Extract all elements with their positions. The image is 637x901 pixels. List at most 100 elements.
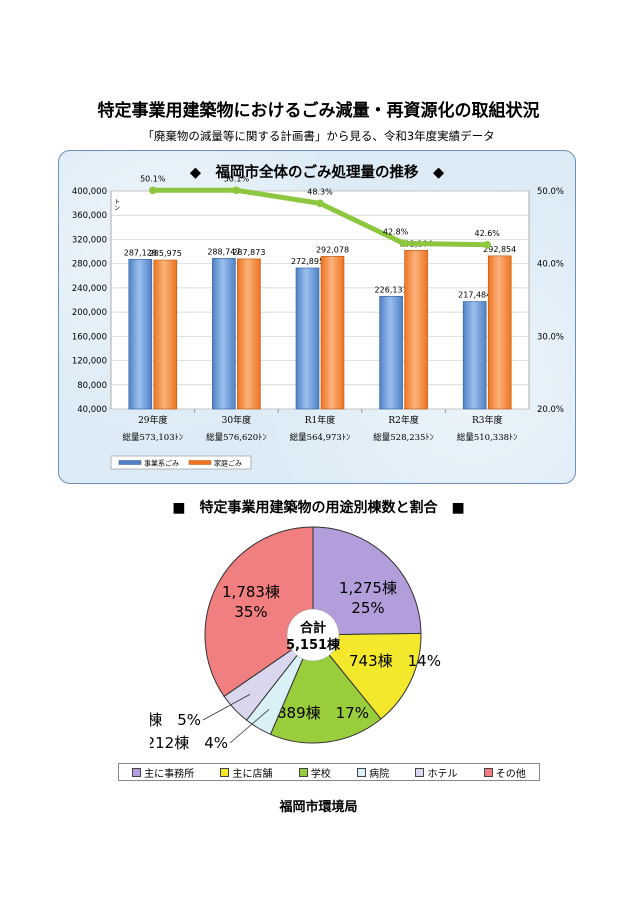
bar-data-label: 272,895 bbox=[291, 257, 324, 266]
bar-chart: 40,000 80,000 120,000 160,000 200,000 240,000… bbox=[72, 174, 564, 470]
bar-household bbox=[237, 258, 261, 410]
ratio-label: 50.1% bbox=[224, 174, 250, 183]
ratio-label: 50.1% bbox=[140, 174, 166, 183]
pie-legend-swatch bbox=[357, 767, 367, 777]
bar-data-label: 226,131 bbox=[375, 285, 408, 294]
bar-data-label: 285,975 bbox=[149, 249, 182, 258]
pie-legend-swatch bbox=[132, 767, 142, 777]
ratio-label: 42.8% bbox=[383, 227, 409, 236]
y2-tick-label: 20.0% bbox=[537, 405, 564, 415]
pie-slice-label: 889棟 17% bbox=[277, 704, 369, 722]
ratio-point bbox=[232, 186, 241, 195]
legend-label: 家庭ごみ bbox=[214, 459, 242, 468]
y-tick-label: 320,000 bbox=[72, 235, 107, 245]
pie-slice-0 bbox=[312, 526, 422, 636]
bar-data-label: 217,484 bbox=[458, 291, 491, 300]
ratio-point bbox=[399, 239, 408, 248]
bar-household bbox=[487, 255, 512, 410]
bar-data-label: 292,078 bbox=[316, 245, 349, 254]
pie-section-title: ■ 特定事業用建築物の用途別棟数と割合 ■ bbox=[172, 500, 465, 516]
ratio-label: 48.3% bbox=[307, 187, 333, 196]
pie-leader-line bbox=[202, 693, 251, 721]
y-tick-label: 280,000 bbox=[72, 260, 107, 270]
bar-legend-box bbox=[110, 455, 252, 470]
legend-swatch-business bbox=[118, 460, 142, 465]
ratio-point bbox=[316, 199, 324, 208]
y-tick-label: 120,000 bbox=[72, 357, 107, 367]
x-category-label: R1年度 bbox=[305, 414, 336, 426]
pie-legend-item: その他 bbox=[483, 765, 526, 780]
legend-swatch-household bbox=[188, 460, 212, 465]
pie-slice-label: 743棟 14% bbox=[349, 652, 441, 670]
y-tick-label: 240,000 bbox=[72, 284, 107, 294]
x-category-total: 総量573,103ﾄﾝ bbox=[122, 432, 183, 443]
bar-data-label: 287,128 bbox=[124, 248, 157, 257]
pie-legend-swatch bbox=[483, 767, 493, 777]
pie-center-circle bbox=[286, 608, 340, 662]
pie-slice-1 bbox=[311, 632, 422, 720]
pie-slice-5 bbox=[204, 526, 314, 698]
bar-household bbox=[320, 256, 345, 410]
bar-business bbox=[295, 267, 320, 410]
pie-slice-label: 212棟 4% bbox=[150, 734, 228, 752]
y2-tick-label: 30.0% bbox=[537, 332, 564, 342]
pie-slice-label: 1,783棟 35% bbox=[222, 583, 280, 621]
x-category-total: 総量576,620ﾄﾝ bbox=[206, 432, 267, 443]
x-category-total: 総量528,235ﾄﾝ bbox=[373, 432, 434, 443]
pie-legend-item: ホテル bbox=[415, 765, 457, 780]
x-category-label: R3年度 bbox=[472, 414, 503, 426]
pie-slice-label: 1,275棟 25% bbox=[339, 579, 397, 617]
pie-legend-label: 病院 bbox=[369, 768, 390, 780]
plot-area bbox=[110, 190, 530, 410]
x-category-total: 総量510,338ﾄﾝ bbox=[457, 432, 518, 443]
bar-business bbox=[212, 258, 236, 410]
pie-legend-item: 病院 bbox=[357, 765, 389, 780]
bar-data-label: 287,873 bbox=[232, 248, 265, 257]
x-category-label: R2年度 bbox=[388, 414, 419, 426]
bar-business bbox=[462, 301, 487, 410]
ratio-point bbox=[149, 186, 157, 195]
pie-legend-label: ホテル bbox=[427, 768, 458, 780]
pie-legend-item: 主に店舗 bbox=[220, 765, 272, 780]
pie-legend-item: 主に事務所 bbox=[132, 765, 194, 780]
y-tick-label: 160,000 bbox=[72, 332, 107, 342]
bar-chart-title: ◆ 福岡市全体のごみ処理量の推移 ◆ bbox=[189, 164, 445, 181]
bar-data-label: 288,747 bbox=[207, 247, 240, 256]
bar-business bbox=[379, 295, 403, 410]
bar-household bbox=[404, 249, 428, 410]
pie-legend-label: その他 bbox=[495, 768, 526, 780]
bar-business bbox=[128, 259, 153, 410]
x-category-total: 総量564,973ﾄﾝ bbox=[290, 432, 351, 443]
pie-legend-swatch bbox=[220, 767, 230, 777]
x-category-label: 30年度 bbox=[222, 414, 251, 426]
bar-data-label: 292,854 bbox=[483, 245, 516, 254]
bar-household bbox=[153, 259, 178, 410]
y-tick-label: 400,000 bbox=[72, 187, 107, 197]
pie-slice-label: 249棟 5% bbox=[150, 711, 201, 729]
x-category-label: 29年度 bbox=[138, 414, 167, 426]
pie-total-value: 5,151棟 bbox=[286, 637, 341, 653]
y2-tick-label: 50.0% bbox=[537, 187, 564, 197]
y-unit-label: トン bbox=[114, 199, 120, 212]
pie-leader-line bbox=[229, 709, 270, 744]
y2-tick-label: 40.0% bbox=[537, 260, 564, 270]
pie-total-label: 合計 bbox=[300, 620, 326, 636]
ratio-label: 42.6% bbox=[474, 229, 500, 238]
bar-chart-panel: ◆ 福岡市全体のごみ処理量の推移 ◆ 40,000 80,000 120,000 16… bbox=[58, 150, 576, 484]
pie-legend-swatch bbox=[298, 767, 308, 777]
y-tick-label: 80,000 bbox=[77, 381, 107, 391]
pie-legend-label: 学校 bbox=[310, 768, 331, 780]
pie-legend: 主に事務所 主に店舗 学校 病院 ホテル その他 bbox=[118, 763, 540, 781]
ratio-point bbox=[483, 240, 492, 249]
y-tick-label: 200,000 bbox=[72, 308, 107, 318]
page-subtitle: 「廃棄物の減量等に関する計画書」から見る、令和3年度実績データ bbox=[142, 129, 495, 143]
y-tick-label: 360,000 bbox=[72, 211, 107, 221]
legend-label: 事業系ごみ bbox=[144, 459, 179, 468]
pie-legend-item: 学校 bbox=[298, 765, 331, 780]
pie-legend-label: 主に店舗 bbox=[232, 768, 273, 780]
y-tick-label: 40,000 bbox=[77, 405, 107, 415]
page-title: 特定事業用建築物におけるごみ減量・再資源化の取組状況 bbox=[97, 101, 540, 121]
pie-legend-label: 主に事務所 bbox=[144, 768, 195, 780]
pie-slice-2 bbox=[269, 634, 382, 744]
